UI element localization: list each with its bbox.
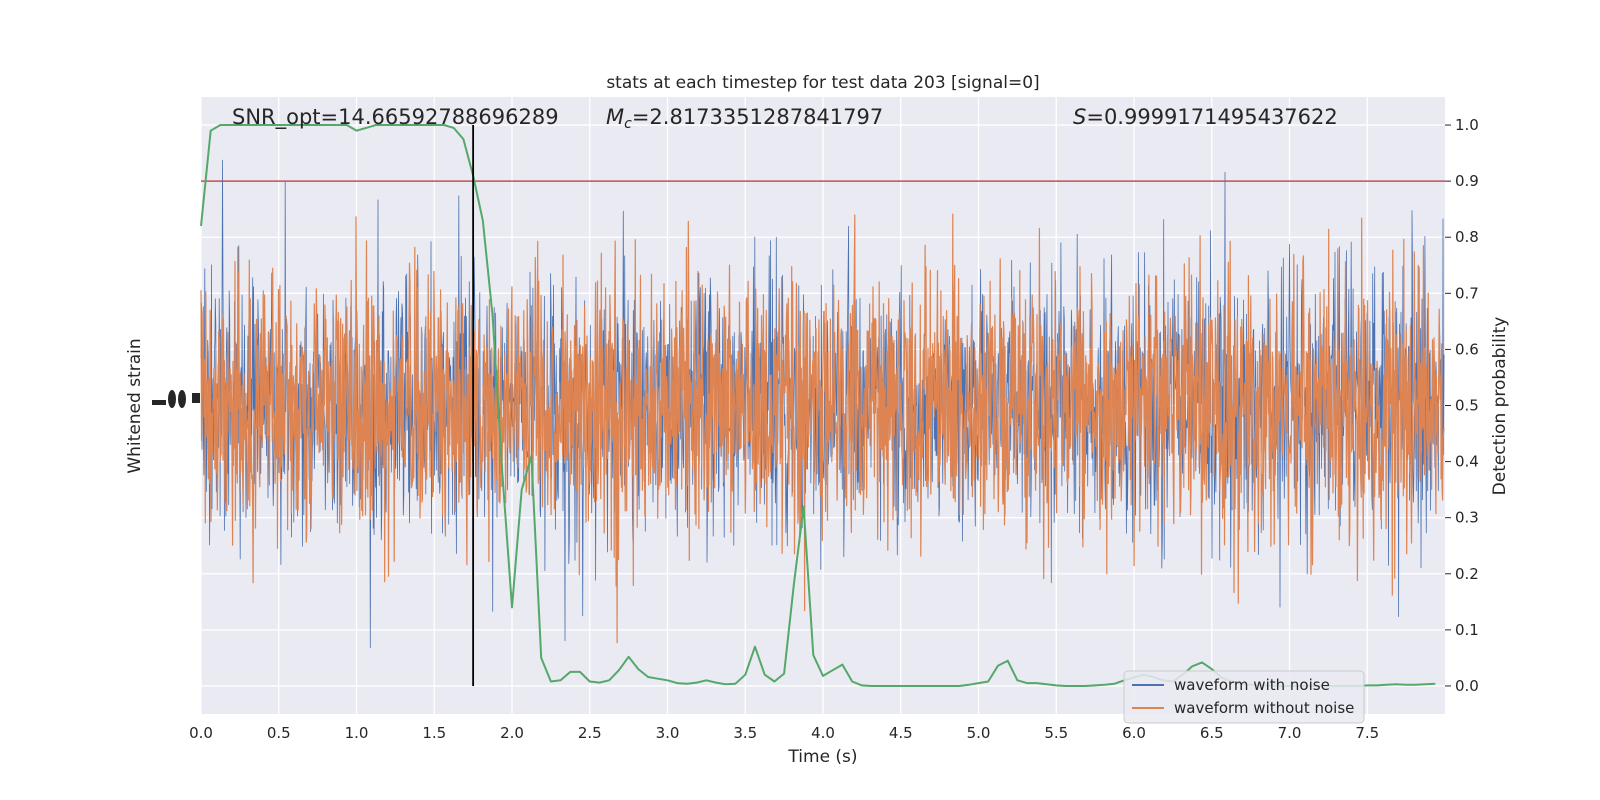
x-tick-label: 4.5 bbox=[889, 724, 913, 742]
x-tick-label: 2.5 bbox=[578, 724, 602, 742]
x-tick-label: 2.0 bbox=[500, 724, 524, 742]
x-tick-label: 7.5 bbox=[1355, 724, 1379, 742]
chirp-mass-annotation: Mc=2.8173351287841797 bbox=[606, 105, 883, 132]
y-tick-label: 0.2 bbox=[1455, 565, 1479, 583]
y-tick-label: 0.1 bbox=[1455, 621, 1479, 639]
y-tick-label: 0.7 bbox=[1455, 284, 1479, 302]
s-symbol: S bbox=[1073, 105, 1086, 129]
y-tick-label: 0.6 bbox=[1455, 340, 1479, 358]
x-tick-label: 5.0 bbox=[967, 724, 991, 742]
y-tick-label: 0.3 bbox=[1455, 509, 1479, 527]
legend-box bbox=[1123, 670, 1365, 724]
x-tick-label: 3.0 bbox=[656, 724, 680, 742]
y-tick-label: 1.0 bbox=[1455, 116, 1479, 134]
x-tick-label: 6.5 bbox=[1200, 724, 1224, 742]
y-tick-label: 0.5 bbox=[1455, 397, 1479, 415]
s-value: =0.9999171495437622 bbox=[1086, 105, 1337, 129]
x-tick-label: 1.5 bbox=[422, 724, 446, 742]
s-annotation: S=0.9999171495437622 bbox=[1073, 105, 1338, 129]
x-tick-label: 3.5 bbox=[733, 724, 757, 742]
x-tick-label: 0.5 bbox=[267, 724, 291, 742]
legend-label-without-noise: waveform without noise bbox=[1174, 699, 1354, 717]
x-tick-label: 7.0 bbox=[1278, 724, 1302, 742]
chart-title: stats at each timestep for test data 203… bbox=[606, 73, 1039, 93]
chirp-mass-symbol: M bbox=[606, 105, 624, 129]
x-tick-label: 4.0 bbox=[811, 724, 835, 742]
x-tick-label: 1.0 bbox=[345, 724, 369, 742]
strain-trace-1 bbox=[200, 213, 1445, 644]
chirp-mass-subscript: c bbox=[624, 116, 632, 132]
chirp-mass-value: =2.8173351287841797 bbox=[632, 105, 883, 129]
y-tick-label: 0.0 bbox=[1455, 677, 1479, 695]
strain-series bbox=[200, 159, 1445, 648]
left-axis-tick-clutter bbox=[152, 390, 200, 408]
y-axis-label-left: Whitened strain bbox=[125, 338, 145, 473]
snr-annotation: SNR_opt=14.66592788696289 bbox=[232, 105, 559, 130]
legend: waveform with noise waveform without noi… bbox=[1123, 670, 1365, 724]
y-axis-label-right: Detection probability bbox=[1490, 317, 1510, 496]
x-tick-label: 5.5 bbox=[1044, 724, 1068, 742]
x-tick-label: 0.0 bbox=[189, 724, 213, 742]
x-ticks: 0.0 0.5 1.0 1.5 2.0 2.5 3.0 3.5 4.0 4.5 5.0 5.5 6.0 6… bbox=[189, 724, 1379, 742]
y-tick-label: 0.8 bbox=[1455, 228, 1479, 246]
y-tick-label: 0.4 bbox=[1455, 453, 1479, 471]
x-axis-label: Time (s) bbox=[787, 747, 857, 767]
y-right-ticks: 0.0 0.1 0.2 0.3 0.4 0.5 0.6 0.7 0.8 0.9 1.0 bbox=[1445, 116, 1479, 695]
y-tick-label: 0.9 bbox=[1455, 172, 1479, 190]
legend-label-with-noise: waveform with noise bbox=[1174, 676, 1330, 694]
x-tick-label: 6.0 bbox=[1122, 724, 1146, 742]
